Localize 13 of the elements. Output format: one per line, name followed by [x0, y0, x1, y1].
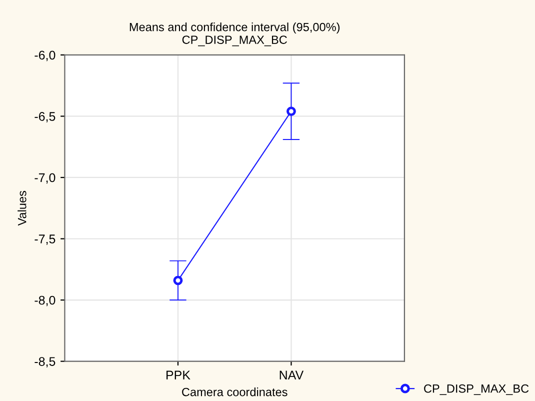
chart-subtitle: CP_DISP_MAX_BC: [182, 36, 287, 46]
chart-title: Means and confidence interval (95,00%): [130, 22, 340, 34]
y-tick-label: -7,5: [34, 234, 56, 245]
y-tick-label: -8,0: [34, 296, 56, 306]
x-tick-label: PPK: [166, 370, 190, 380]
y-axis-title: Values: [18, 190, 26, 226]
x-axis-title: Camera coordinates: [182, 388, 288, 396]
y-tick-label: -8,5: [34, 357, 56, 368]
y-tick-label: -7,0: [34, 173, 56, 184]
y-tick-label: -6,0: [34, 50, 56, 62]
x-tick-label: NAV: [280, 370, 304, 380]
y-tick-label: -6,5: [34, 112, 56, 122]
legend-label: CP_DISP_MAX_BC: [424, 384, 529, 395]
